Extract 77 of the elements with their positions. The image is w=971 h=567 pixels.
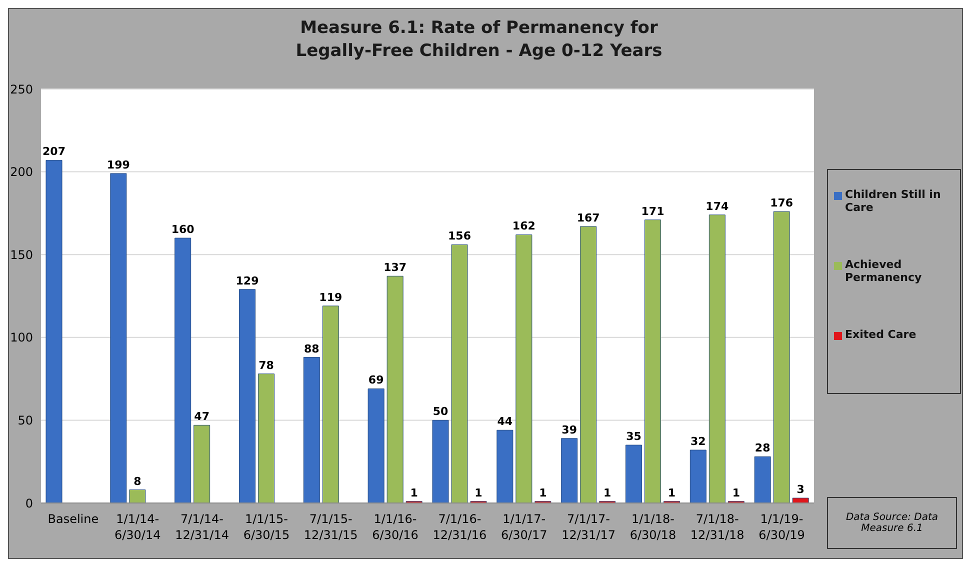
data-label: 32 bbox=[690, 435, 706, 448]
data-label: 1 bbox=[668, 486, 676, 500]
data-label: 160 bbox=[171, 223, 195, 236]
data-label: 1 bbox=[732, 486, 740, 500]
legend-label: Exited Care bbox=[845, 328, 916, 341]
y-tick-label: 200 bbox=[10, 165, 33, 180]
data-label: 78 bbox=[258, 358, 274, 372]
data-label: 1 bbox=[604, 486, 612, 500]
bar bbox=[792, 498, 809, 503]
data-label: 47 bbox=[194, 410, 210, 424]
x-tick-label: 1/1/19-6/30/19 bbox=[758, 512, 805, 542]
data-label: 156 bbox=[448, 230, 472, 243]
x-tick-label: 7/1/14-12/31/14 bbox=[175, 512, 229, 542]
data-label: 1 bbox=[474, 486, 482, 500]
data-label: 88 bbox=[304, 342, 320, 356]
y-tick-label: 0 bbox=[25, 496, 33, 510]
chart-title: Measure 6.1: Rate of Permanency for Legally-Free Children - Age 0-12 Years bbox=[294, 17, 664, 63]
x-tick-label: 1/1/15-6/30/15 bbox=[243, 512, 290, 542]
bar bbox=[708, 214, 726, 503]
data-label: 69 bbox=[368, 374, 384, 387]
bar bbox=[516, 234, 532, 503]
x-tick-label: 1/1/14-6/30/14 bbox=[114, 512, 161, 542]
data-label: 176 bbox=[770, 196, 794, 210]
x-tick-label: 7/1/17-12/31/17 bbox=[562, 512, 616, 542]
data-label: 207 bbox=[42, 145, 66, 158]
bar bbox=[194, 424, 210, 503]
x-tick-label: 7/1/16-12/31/16 bbox=[432, 512, 487, 542]
data-label: 162 bbox=[512, 220, 536, 233]
data-label: 167 bbox=[576, 211, 600, 224]
bar bbox=[644, 220, 661, 503]
data-label: 174 bbox=[706, 200, 729, 213]
bar bbox=[46, 160, 62, 503]
x-tick-label: Baseline bbox=[48, 512, 99, 526]
data-label: 171 bbox=[641, 204, 664, 218]
legend-label: Children Still in Care bbox=[845, 188, 942, 214]
bar bbox=[239, 289, 256, 503]
data-label: 44 bbox=[497, 415, 513, 428]
bar bbox=[754, 456, 771, 503]
data-label: 1 bbox=[539, 486, 547, 500]
bar bbox=[690, 450, 706, 503]
x-tick-label: 1/1/16-6/30/16 bbox=[372, 512, 418, 542]
x-tick-label: 1/1/17-6/30/17 bbox=[500, 512, 548, 542]
bar bbox=[626, 444, 642, 503]
bar bbox=[773, 211, 790, 503]
data-label: 35 bbox=[626, 430, 642, 444]
data-label: 1 bbox=[410, 486, 418, 500]
bar bbox=[110, 173, 127, 503]
data-label: 199 bbox=[106, 158, 130, 172]
data-label: 137 bbox=[384, 261, 407, 274]
bar bbox=[580, 226, 597, 503]
y-tick-label: 250 bbox=[10, 82, 33, 96]
x-tick-label: 1/1/18-6/30/18 bbox=[630, 512, 676, 542]
data-label: 119 bbox=[319, 290, 342, 304]
bar bbox=[451, 244, 468, 503]
x-tick-label: 7/1/15-12/31/15 bbox=[304, 512, 358, 542]
bar bbox=[129, 490, 146, 503]
bar bbox=[368, 388, 384, 503]
data-label: 8 bbox=[134, 474, 142, 488]
bar bbox=[432, 420, 449, 503]
bar bbox=[322, 306, 339, 503]
bar bbox=[561, 438, 578, 503]
bar bbox=[174, 238, 192, 503]
bar bbox=[258, 374, 274, 503]
y-tick-label: 150 bbox=[10, 248, 33, 262]
source-note: Data Source: Data Measure 6.1 bbox=[844, 512, 940, 534]
bar bbox=[303, 357, 320, 503]
data-label: 39 bbox=[562, 423, 577, 436]
y-tick-label: 100 bbox=[10, 330, 33, 345]
data-label: 50 bbox=[432, 405, 448, 418]
legend-label: Achieved Permanency bbox=[845, 258, 923, 284]
x-tick-label: 7/1/18-12/31/18 bbox=[690, 512, 744, 542]
data-label: 129 bbox=[236, 274, 259, 288]
y-tick-label: 50 bbox=[18, 413, 33, 428]
bar bbox=[496, 430, 514, 503]
data-label: 28 bbox=[754, 442, 770, 455]
bar bbox=[386, 276, 404, 503]
data-label: 3 bbox=[796, 483, 804, 496]
